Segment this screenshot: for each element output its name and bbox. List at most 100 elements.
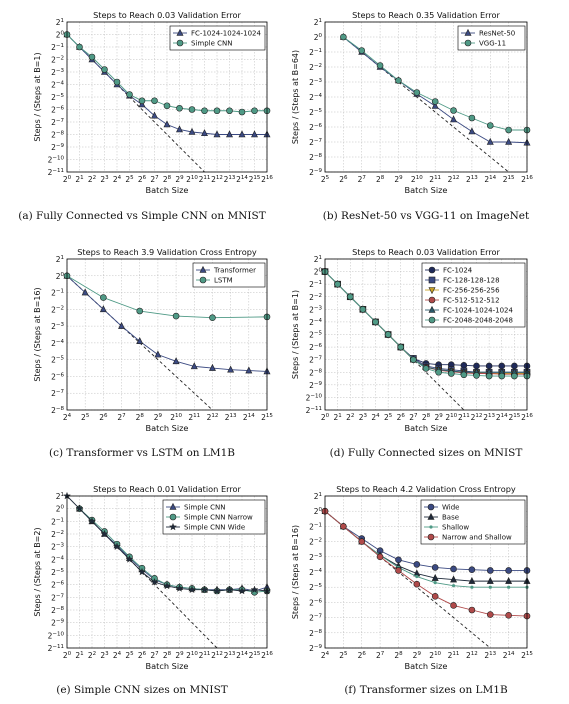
data-point: [346, 293, 354, 301]
x-tick-label: 29: [175, 175, 184, 184]
data-point: [415, 574, 419, 579]
x-tick-label: 214: [503, 651, 515, 660]
legend-entry: Base: [442, 514, 459, 522]
data-point: [251, 130, 258, 138]
data-point: [395, 77, 402, 84]
data-point: [410, 356, 417, 363]
data-point: [376, 62, 384, 69]
x-tick-label: 211: [188, 413, 200, 422]
y-tick-label: 2−9: [309, 168, 322, 177]
data-point: [227, 365, 235, 373]
data-point: [125, 555, 134, 563]
legend-entry: VGG-11: [479, 40, 506, 48]
y-axis-label: Steps / (Steps at B=16): [291, 525, 300, 619]
data-point: [188, 106, 196, 113]
caption-e: (e) Simple CNN sizes on MNIST: [56, 684, 228, 696]
x-tick-label: 22: [88, 175, 96, 184]
legend-entry: FC-1024-1024-1024: [443, 307, 513, 315]
legend-entry: Simple CNN: [184, 504, 226, 512]
x-tick-label: 213: [225, 413, 237, 422]
data-point: [358, 47, 366, 54]
legend-entry: Simple CNN: [191, 40, 233, 48]
data-point: [136, 337, 144, 345]
y-tick-label: 2−1: [51, 43, 64, 52]
x-tick-label: 20: [63, 175, 72, 184]
data-point: [175, 584, 184, 592]
legend-entry: ResNet-50: [479, 30, 515, 38]
data-point: [468, 127, 476, 135]
data-point: [447, 370, 455, 377]
data-point: [250, 585, 259, 594]
legend-box: [420, 499, 526, 545]
data-point: [486, 137, 494, 145]
plot-frame: [66, 21, 268, 173]
data-point: [488, 585, 492, 589]
chart-panel-1: 20 21 22 23 24 25 26 27 28 29 210 211 212 213 214 215 21…: [33, 10, 273, 195]
data-point: [213, 586, 221, 595]
y-tick-label: 2−10: [306, 393, 323, 402]
data-point: [468, 566, 476, 574]
legend-marker: [427, 533, 435, 541]
x-tick-label: 28: [376, 175, 385, 184]
data-point: [176, 125, 183, 133]
legend-entry: Wide: [442, 504, 459, 512]
data-point: [163, 102, 171, 110]
legend-entry: FC-512-512-512: [443, 297, 500, 305]
data-point: [201, 129, 208, 137]
x-tick-label: 210: [429, 651, 441, 660]
x-tick-label: 214: [496, 413, 508, 422]
data-point: [340, 33, 347, 41]
data-point: [433, 581, 437, 585]
x-tick-label: 215: [521, 651, 533, 660]
x-tick-label: 28: [136, 413, 145, 422]
y-tick-label: 20: [314, 33, 323, 42]
x-tick-label: 27: [150, 651, 159, 660]
x-tick-label: 27: [150, 175, 159, 184]
y-tick-label: 20: [56, 505, 65, 514]
y-tick-label: 2−11: [306, 406, 322, 415]
data-point: [460, 362, 468, 369]
chart-title: Steps to Reach 3.9 Validation Cross Entr…: [77, 247, 257, 257]
x-tick-label: 28: [163, 651, 172, 660]
x-tick-label: 216: [521, 413, 533, 422]
data-point: [507, 585, 511, 589]
y-tick-label: 2−10: [48, 631, 65, 640]
legend-box: [169, 25, 266, 51]
data-point: [450, 602, 457, 609]
legend-marker: [464, 28, 472, 36]
chart-title: Steps to Reach 4.2 Validation Cross Entr…: [336, 484, 516, 494]
data-point: [450, 115, 458, 123]
x-tick-label: 211: [448, 651, 460, 660]
data-point: [413, 580, 421, 588]
y-tick-label: 2−4: [309, 568, 322, 577]
data-point: [188, 127, 196, 135]
y-tick-label: 2−7: [309, 356, 322, 365]
y-tick-label: 2−7: [51, 118, 64, 127]
data-point: [372, 318, 379, 326]
chart-panel-4: 20 21 22 23 24 25 26 27 28 29 210 211 212 213 214 215 21…: [291, 247, 533, 433]
x-tick-label: 210: [186, 175, 198, 184]
x-tick-label: 26: [138, 651, 147, 660]
legend-marker: [169, 513, 177, 521]
y-tick-label: 2−1: [51, 517, 64, 526]
x-tick-label: 214: [243, 413, 255, 422]
legend-marker: [428, 287, 436, 295]
data-point: [505, 576, 513, 584]
y-tick-label: 2−4: [51, 81, 64, 90]
y-tick-label: 2−6: [309, 343, 322, 352]
x-tick-label: 23: [100, 651, 109, 660]
legend-entry: FC-256-256-256: [443, 287, 500, 295]
legend-marker: [428, 296, 436, 304]
x-tick-label: 25: [384, 413, 393, 422]
data-point: [118, 321, 126, 329]
y-tick-label: 20: [314, 507, 323, 516]
chart-title: Steps to Reach 0.03 Validation Error: [93, 10, 241, 20]
y-tick-label: 2−7: [309, 614, 322, 623]
x-tick-label: 21: [333, 413, 341, 422]
x-tick-label: 27: [409, 413, 418, 422]
x-tick-label: 25: [125, 175, 134, 184]
caption-f: (f) Transformer sizes on LM1B: [344, 684, 508, 696]
y-tick-label: 2−2: [309, 538, 322, 547]
data-point: [473, 372, 480, 379]
y-tick-label: 2−7: [51, 389, 64, 398]
